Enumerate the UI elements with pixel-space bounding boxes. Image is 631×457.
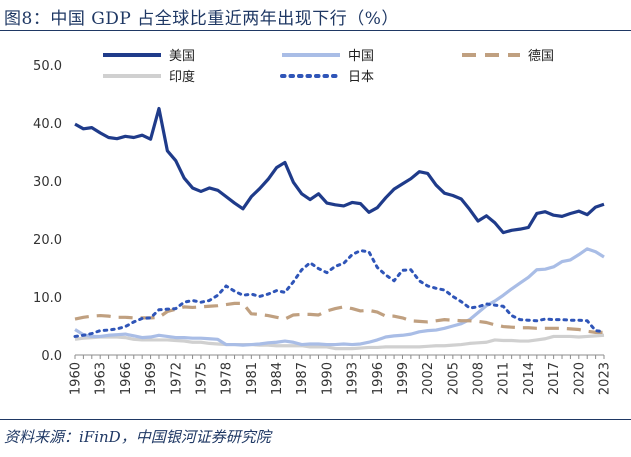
x-tick-label: 1996 [371, 362, 386, 395]
legend-label: 日本 [348, 70, 374, 85]
legend-label: 德国 [528, 49, 554, 64]
series-line-中国 [74, 247, 605, 347]
x-tick-label: 2011 [497, 362, 512, 395]
series-line-日本 [73, 249, 606, 338]
x-tick-label: 1981 [245, 362, 260, 395]
y-tick-label: 30.0 [33, 175, 62, 190]
x-tick-label: 1987 [295, 362, 310, 395]
source-note: 资料来源：iFinD，中国银河证券研究院 [4, 428, 271, 446]
source-divider [0, 419, 631, 420]
series-group [73, 106, 606, 351]
y-axis: 0.0 10.0 20.0 30.0 40.0 50.0 [33, 59, 62, 364]
x-tick-label: 1999 [396, 362, 411, 395]
series-line-美国 [74, 106, 605, 235]
series-line-德国 [74, 301, 604, 334]
x-tick-label: 2014 [522, 362, 537, 395]
x-tick-label: 1963 [94, 362, 109, 395]
x-tick-label: 2005 [446, 362, 461, 395]
legend-label: 美国 [169, 49, 195, 64]
legend-label: 印度 [169, 69, 195, 85]
x-tick-label: 2017 [547, 362, 562, 395]
x-tick-label: 1978 [220, 362, 235, 395]
x-axis: 1960 1963 1966 1969 1972 1975 1978 1981 1984 1987… [69, 354, 613, 395]
y-tick-label: 0.0 [41, 349, 62, 364]
series-line-印度 [74, 333, 605, 351]
x-tick-label: 1975 [194, 362, 209, 395]
legend-label: 中国 [348, 49, 374, 64]
x-tick-label: 1969 [144, 362, 159, 395]
x-tick-label: 1990 [320, 362, 335, 395]
x-tick-label: 1972 [169, 362, 184, 395]
x-tick-label: 2008 [472, 362, 487, 395]
y-tick-label: 10.0 [33, 291, 62, 306]
x-tick-label: 2020 [572, 362, 587, 395]
x-tick-label: 1960 [69, 362, 84, 395]
x-tick-label: 2023 [598, 362, 613, 395]
y-tick-label: 20.0 [33, 233, 62, 248]
y-tick-label: 50.0 [33, 59, 62, 74]
x-tick-label: 1966 [119, 362, 134, 395]
title-divider [0, 30, 631, 31]
y-tick-label: 40.0 [33, 117, 62, 132]
x-tick-label: 1993 [346, 362, 361, 395]
figure-title: 图8：中国 GDP 占全球比重近两年出现下行（%） [4, 9, 399, 29]
x-tick-label: 2002 [421, 362, 436, 395]
x-tick-label: 1984 [270, 362, 285, 395]
